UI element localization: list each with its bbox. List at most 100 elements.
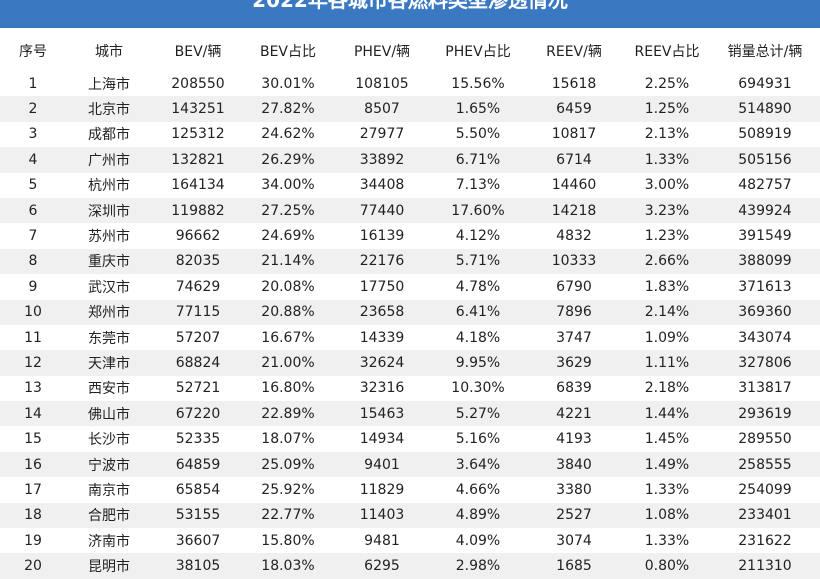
- table-cell: 27.25%: [244, 197, 332, 224]
- table-cell: 1.49%: [624, 451, 710, 478]
- table-cell: 5.71%: [432, 248, 524, 275]
- table-cell: 17.60%: [432, 197, 524, 224]
- table-cell: 14218: [524, 197, 624, 224]
- table-cell: 1: [28, 75, 38, 92]
- table-cell: 1685: [524, 553, 624, 579]
- table-cell: 1.09%: [644, 329, 690, 346]
- table-row: 5 杭州市 164134 34.00% 34408 7.13% 14460 3.00% 4827…: [0, 173, 820, 198]
- table-cell: 15: [24, 431, 42, 448]
- table-cell: 74629: [175, 278, 221, 295]
- table-cell: 1.83%: [644, 278, 690, 295]
- table-row: 11 东莞市 57207 16.67% 14339 4.18% 3747 1.09% 34307…: [0, 325, 820, 350]
- table-cell: 254099: [738, 481, 792, 498]
- table-cell: 505156: [710, 147, 820, 173]
- table-cell: 694931: [738, 75, 792, 92]
- table-cell: 16.67%: [261, 329, 315, 346]
- table-cell: 6.41%: [432, 299, 524, 325]
- table-cell: 成都市: [88, 127, 130, 144]
- table-cell: 132821: [152, 147, 244, 173]
- table-cell: 34408: [359, 177, 405, 194]
- table-cell: 15463: [332, 401, 432, 427]
- table-cell: 3629: [524, 350, 624, 376]
- table-cell: 14339: [359, 329, 405, 346]
- table-cell: 16139: [359, 228, 405, 245]
- table-cell: 4193: [556, 431, 592, 448]
- table-cell: 233401: [710, 502, 820, 529]
- table-cell: 34.00%: [261, 177, 315, 194]
- table-cell: 北京市: [66, 96, 152, 122]
- table-row: 4 广州市 132821 26.29% 33892 6.71% 6714 1.33% 50515…: [0, 147, 820, 173]
- table-cell: 1.11%: [624, 350, 710, 376]
- table-cell: 2: [0, 96, 66, 122]
- table-cell: 18.07%: [261, 431, 315, 448]
- table-cell: 293619: [710, 401, 820, 427]
- table-cell: 武汉市: [88, 279, 130, 296]
- table-cell: 4.09%: [455, 532, 501, 549]
- table-row: 6 深圳市 119882 27.25% 77440 17.60% 14218 3.23% 439…: [0, 197, 820, 224]
- table-cell: 7: [28, 228, 38, 245]
- table-cell: 4.18%: [455, 329, 501, 346]
- table-cell: 52721: [175, 380, 221, 397]
- table-cell: 371613: [738, 278, 792, 295]
- table-cell: 2.98%: [432, 553, 524, 579]
- table-cell: 388099: [710, 248, 820, 275]
- table-cell: 10.30%: [451, 380, 505, 397]
- column-header: PHEV/辆: [332, 30, 432, 71]
- table-cell: 3074: [556, 532, 592, 549]
- table-cell: 508919: [738, 126, 792, 143]
- table-cell: 4832: [556, 228, 592, 245]
- table-cell: 长沙市: [88, 432, 130, 449]
- table-cell: 22.89%: [244, 401, 332, 427]
- table-cell: 郑州市: [66, 299, 152, 325]
- table-cell: 143251: [152, 96, 244, 122]
- table-cell: 9: [28, 278, 38, 295]
- table-cell: 19: [24, 532, 42, 549]
- table-cell: 1.08%: [624, 502, 710, 529]
- table-cell: 17750: [359, 278, 405, 295]
- table-cell: 23658: [332, 299, 432, 325]
- table-cell: 4.89%: [432, 502, 524, 529]
- table-cell: 6714: [524, 147, 624, 173]
- table-cell: 佛山市: [66, 401, 152, 427]
- table-cell: 68824: [152, 350, 244, 376]
- table-cell: 313817: [738, 380, 792, 397]
- table-cell: 苏州市: [88, 229, 130, 246]
- table-row: 7 苏州市 96662 24.69% 16139 4.12% 4832 1.23% 391549: [0, 223, 820, 248]
- table-cell: 西安市: [88, 381, 130, 398]
- table-cell: 上海市: [88, 76, 130, 93]
- header-row: 序号 城市 BEV/辆 BEV占比 PHEV/辆 PHEV占比 REEV/辆 REEV占比 销量…: [0, 30, 820, 71]
- table-cell: 119882: [152, 197, 244, 224]
- table-cell: 6839: [556, 380, 592, 397]
- table-cell: 82035: [152, 248, 244, 275]
- table-cell: 17: [24, 481, 42, 498]
- table-cell: 231622: [738, 532, 792, 549]
- table-cell: 67220: [152, 401, 244, 427]
- table-cell: 6.71%: [432, 147, 524, 173]
- table-row: 19 济南市 36607 15.80% 9481 4.09% 3074 1.33% 231622: [0, 528, 820, 553]
- table-cell: 济南市: [88, 533, 130, 550]
- table-cell: 36607: [175, 532, 221, 549]
- table-cell: 14934: [359, 431, 405, 448]
- table-cell: 5.16%: [455, 431, 501, 448]
- table-cell: 广州市: [66, 147, 152, 173]
- table-row: 1 上海市 208550 30.01% 108105 15.56% 15618 2.25% 69…: [0, 71, 820, 96]
- table-cell: 10333: [524, 248, 624, 275]
- table-cell: 482757: [738, 177, 792, 194]
- table-cell: 77440: [332, 197, 432, 224]
- table-cell: 5: [28, 177, 38, 194]
- table-cell: 57207: [175, 329, 221, 346]
- table-cell: 27.82%: [244, 96, 332, 122]
- table-cell: 3747: [556, 329, 592, 346]
- table-cell: 2.18%: [644, 380, 690, 397]
- table-row: 20 昆明市 38105 18.03% 6295 2.98% 1685 0.80% 211310: [0, 553, 820, 579]
- table-cell: 4: [0, 147, 66, 173]
- table-cell: 77115: [152, 299, 244, 325]
- table-cell: 2.25%: [644, 75, 690, 92]
- title: 2022年各城市各燃料类型渗透情况: [252, 0, 568, 12]
- table-cell: 52335: [175, 431, 221, 448]
- table-body: 1 上海市 208550 30.01% 108105 15.56% 15618 2.25% 69…: [0, 71, 820, 579]
- table-cell: 24.62%: [261, 126, 315, 143]
- table-row: 8 重庆市 82035 21.14% 22176 5.71% 10333 2.66% 38809…: [0, 248, 820, 275]
- table-cell: 11403: [332, 502, 432, 529]
